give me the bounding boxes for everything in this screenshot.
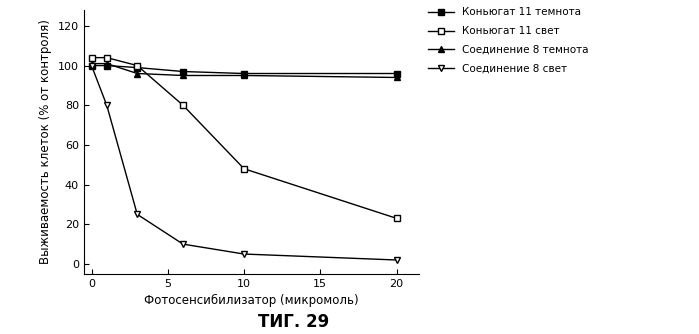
Соединение 8 свет bbox=[87, 63, 96, 67]
Text: ΤИГ. 29: ΤИГ. 29 bbox=[258, 313, 329, 331]
Y-axis label: Выживаемость клеток (% от контроля): Выживаемость клеток (% от контроля) bbox=[39, 19, 52, 265]
Коньюгат 11 темнота bbox=[392, 71, 401, 75]
Line: Коньюгат 11 темнота: Коньюгат 11 темнота bbox=[88, 62, 400, 77]
Соединение 8 темнота bbox=[179, 73, 187, 77]
Коньюгат 11 свет bbox=[87, 56, 96, 60]
Коньюгат 11 свет bbox=[392, 216, 401, 220]
Коньюгат 11 свет bbox=[240, 167, 248, 171]
Коньюгат 11 темнота bbox=[103, 63, 111, 67]
Legend: Коньюгат 11 темнота, Коньюгат 11 свет, Соединение 8 темнота, Соединение 8 свет: Коньюгат 11 темнота, Коньюгат 11 свет, С… bbox=[428, 7, 589, 74]
Соединение 8 свет bbox=[392, 258, 401, 262]
Соединение 8 темнота bbox=[392, 75, 401, 79]
Соединение 8 свет bbox=[179, 242, 187, 246]
Соединение 8 свет bbox=[240, 252, 248, 256]
Соединение 8 темнота bbox=[87, 61, 96, 65]
Коньюгат 11 свет bbox=[133, 63, 141, 67]
Line: Соединение 8 свет: Соединение 8 свет bbox=[88, 62, 400, 264]
Соединение 8 темнота bbox=[103, 61, 111, 65]
Коньюгат 11 темнота bbox=[240, 71, 248, 75]
Коньюгат 11 темнота bbox=[179, 69, 187, 73]
Коньюгат 11 свет bbox=[179, 103, 187, 107]
Коньюгат 11 темнота bbox=[133, 65, 141, 69]
Соединение 8 темнота bbox=[133, 71, 141, 75]
Коньюгат 11 темнота bbox=[87, 63, 96, 67]
X-axis label: Фотосенсибилизатор (микромоль): Фотосенсибилизатор (микромоль) bbox=[144, 294, 359, 307]
Line: Коньюгат 11 свет: Коньюгат 11 свет bbox=[88, 54, 400, 222]
Соединение 8 темнота bbox=[240, 73, 248, 77]
Соединение 8 свет bbox=[133, 212, 141, 216]
Line: Соединение 8 темнота: Соединение 8 темнота bbox=[88, 60, 400, 81]
Коньюгат 11 свет bbox=[103, 56, 111, 60]
Соединение 8 свет bbox=[103, 103, 111, 107]
